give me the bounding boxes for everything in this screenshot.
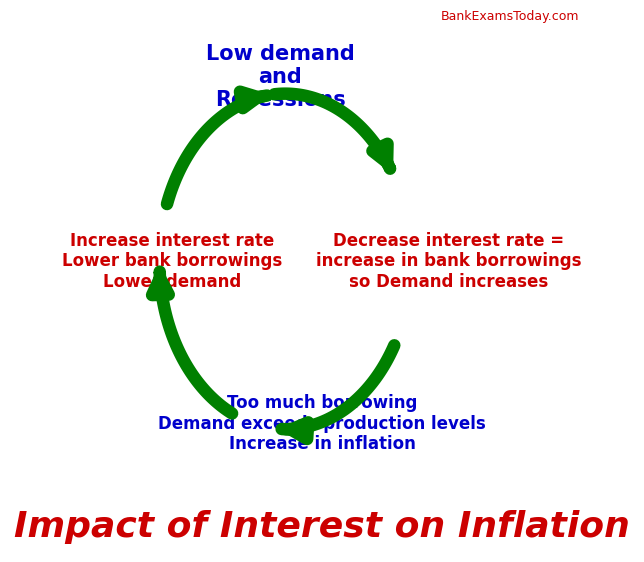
Text: Decrease interest rate =
increase in bank borrowings
so Demand increases: Decrease interest rate = increase in ban…	[316, 232, 582, 291]
Text: Too much borrowing
Demand exceeds production levels
Increase in inflation: Too much borrowing Demand exceeds produc…	[158, 394, 486, 454]
Text: Low demand
and
Recessions: Low demand and Recessions	[205, 44, 354, 110]
Text: BankExamsToday.com: BankExamsToday.com	[440, 10, 579, 23]
Text: Increase interest rate
Lower bank borrowings
Lower demand: Increase interest rate Lower bank borrow…	[62, 232, 283, 291]
Text: Impact of Interest on Inflation: Impact of Interest on Inflation	[14, 510, 630, 544]
